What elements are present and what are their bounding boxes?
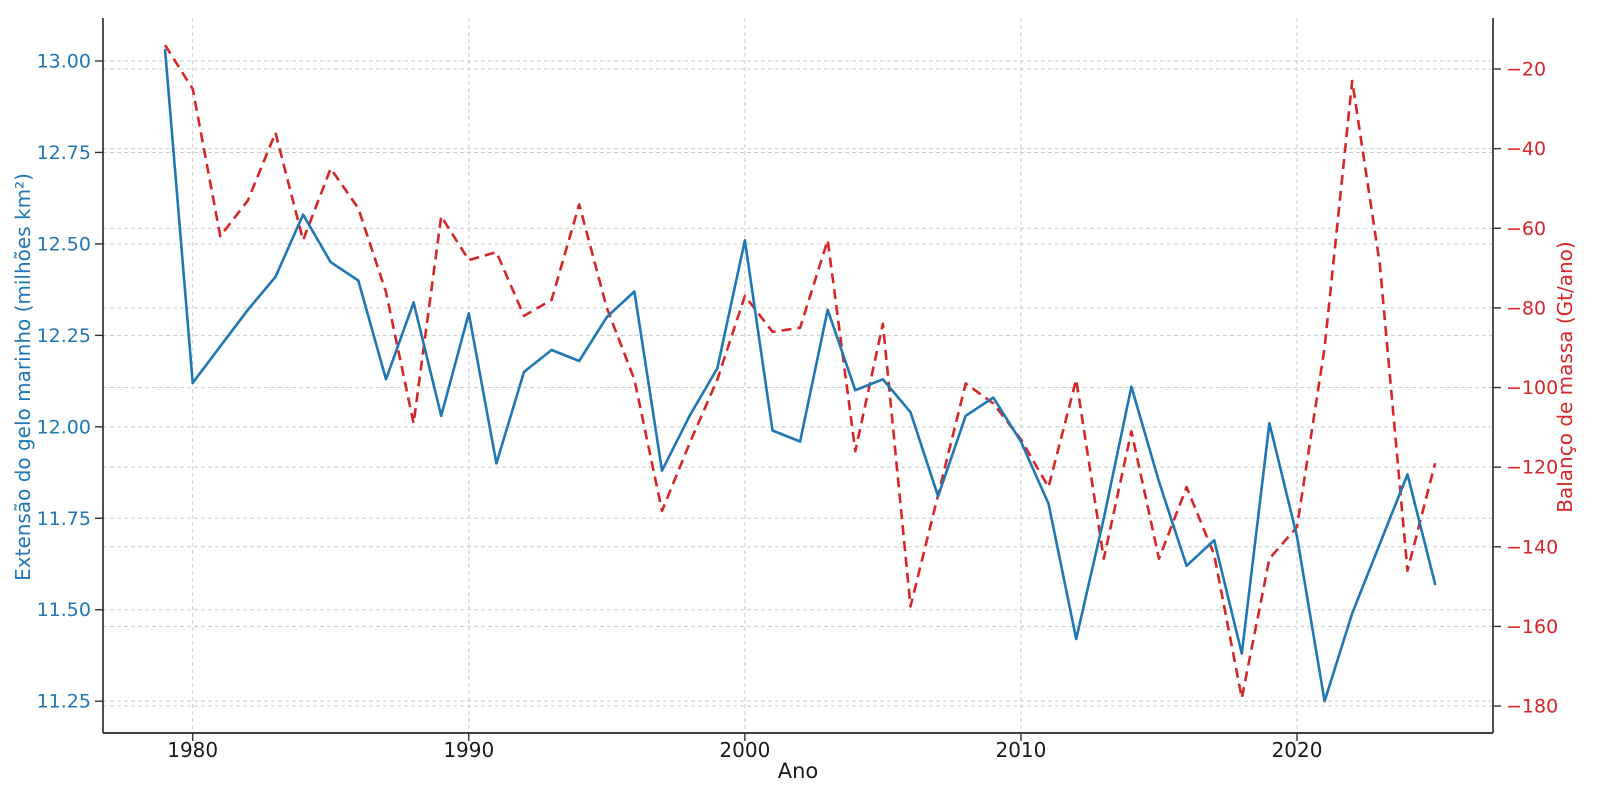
tick-marks [95,60,1501,741]
y-tick-label-right: −100 [1506,377,1558,399]
x-tick-label: 1990 [443,738,494,762]
y-tick-label-right: −80 [1506,297,1546,319]
gridlines [103,18,1493,733]
y-tick-label-left: 12.00 [37,416,91,438]
x-axis-label: Ano [778,759,819,783]
y-tick-label-left: 11.75 [37,508,91,530]
left-axis-label: Extensão do gelo marinho (milhões km²) [11,173,35,581]
y-tick-label-left: 11.50 [37,599,91,621]
y-tick-label-left: 12.50 [37,233,91,255]
tick-labels: 1980 1990 2000 2010 2020 13.00 12.75 12.50 12.25… [37,51,1559,763]
x-tick-label: 2020 [1272,738,1323,762]
y-tick-label-right: −20 [1506,59,1546,81]
x-tick-label: 2010 [995,738,1046,762]
y-tick-label-right: −120 [1506,457,1558,479]
y-tick-label-right: −180 [1506,696,1558,718]
x-tick-label: 2000 [719,738,770,762]
y-tick-label-left: 12.25 [37,325,91,347]
y-tick-label-right: −160 [1506,616,1558,638]
mass-balance-line [164,44,1437,700]
y-tick-label-right: −40 [1506,138,1546,160]
axis-spines [102,18,1494,734]
right-axis-label: Balanço de massa (Gt/ano) [1553,241,1577,512]
y-tick-label-left: 12.75 [37,142,91,164]
y-tick-label-right: −60 [1506,218,1546,240]
y-tick-label-left: 13.00 [37,51,91,73]
y-tick-label-right: −140 [1506,536,1558,558]
sea-ice-extent-line [163,48,1437,703]
y-tick-label-left: 11.25 [37,691,91,713]
x-tick-label: 1980 [167,738,218,762]
